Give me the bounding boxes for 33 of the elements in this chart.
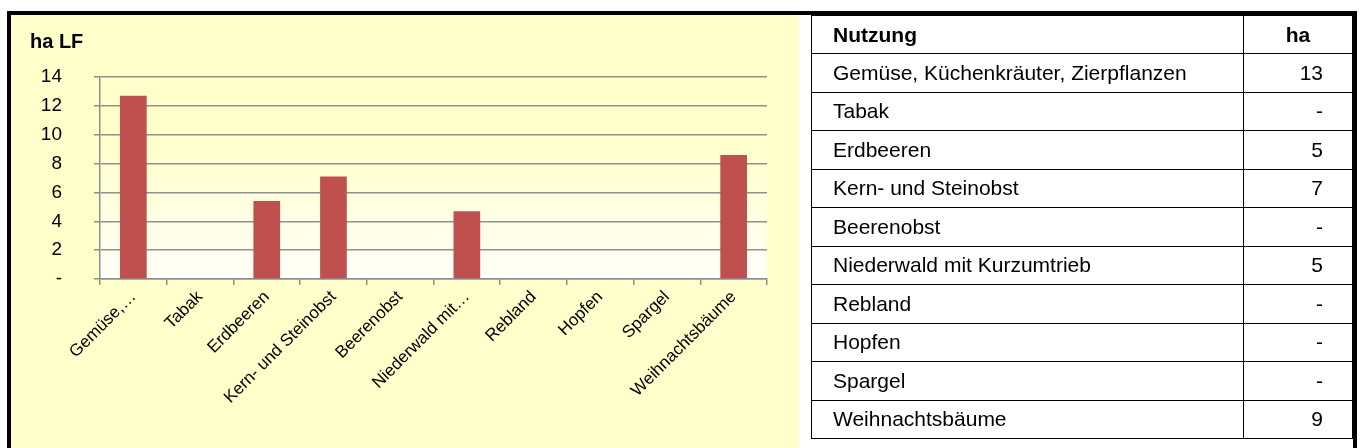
- category-label: Erdbeeren: [811, 130, 1244, 169]
- text: ha: [1243, 15, 1353, 54]
- y-tick-label: 4: [51, 209, 63, 231]
- y-tick-label: 8: [51, 151, 62, 173]
- bar: [253, 201, 281, 279]
- category-label: Weihnachtsbäume: [811, 400, 1244, 439]
- y-tick-label: 14: [40, 65, 63, 87]
- text: 5: [1311, 253, 1323, 277]
- text: -: [1316, 214, 1323, 238]
- y-tick-label: 6: [51, 180, 62, 202]
- y-tick-label: 2: [51, 238, 62, 260]
- category-label: Kern- und Steinobst: [811, 169, 1244, 208]
- text: Nutzung: [811, 15, 1244, 54]
- text: -: [1316, 291, 1323, 315]
- bar: [453, 211, 481, 279]
- y-axis-title: ha LF: [30, 30, 84, 52]
- category-label: Tabak: [811, 92, 1244, 131]
- y-tick-label: -: [55, 267, 62, 289]
- y-tick-label: 12: [40, 94, 62, 116]
- text: 7: [1311, 176, 1323, 200]
- text: -: [1316, 368, 1323, 392]
- bar: [120, 95, 147, 279]
- category-label: Beerenobst: [811, 207, 1244, 246]
- text: 5: [1311, 137, 1323, 161]
- bar: [320, 176, 347, 279]
- bar: [720, 154, 747, 279]
- text: -: [1316, 99, 1323, 123]
- category-label: Gemüse, Küchenkräuter, Zierpflanzen: [811, 53, 1244, 92]
- category-label: Niederwald mit Kurzumtrieb: [811, 246, 1244, 285]
- text: 13: [1299, 60, 1323, 84]
- y-tick-label: 10: [40, 122, 62, 144]
- text: 9: [1311, 407, 1323, 431]
- text: -: [1316, 330, 1323, 354]
